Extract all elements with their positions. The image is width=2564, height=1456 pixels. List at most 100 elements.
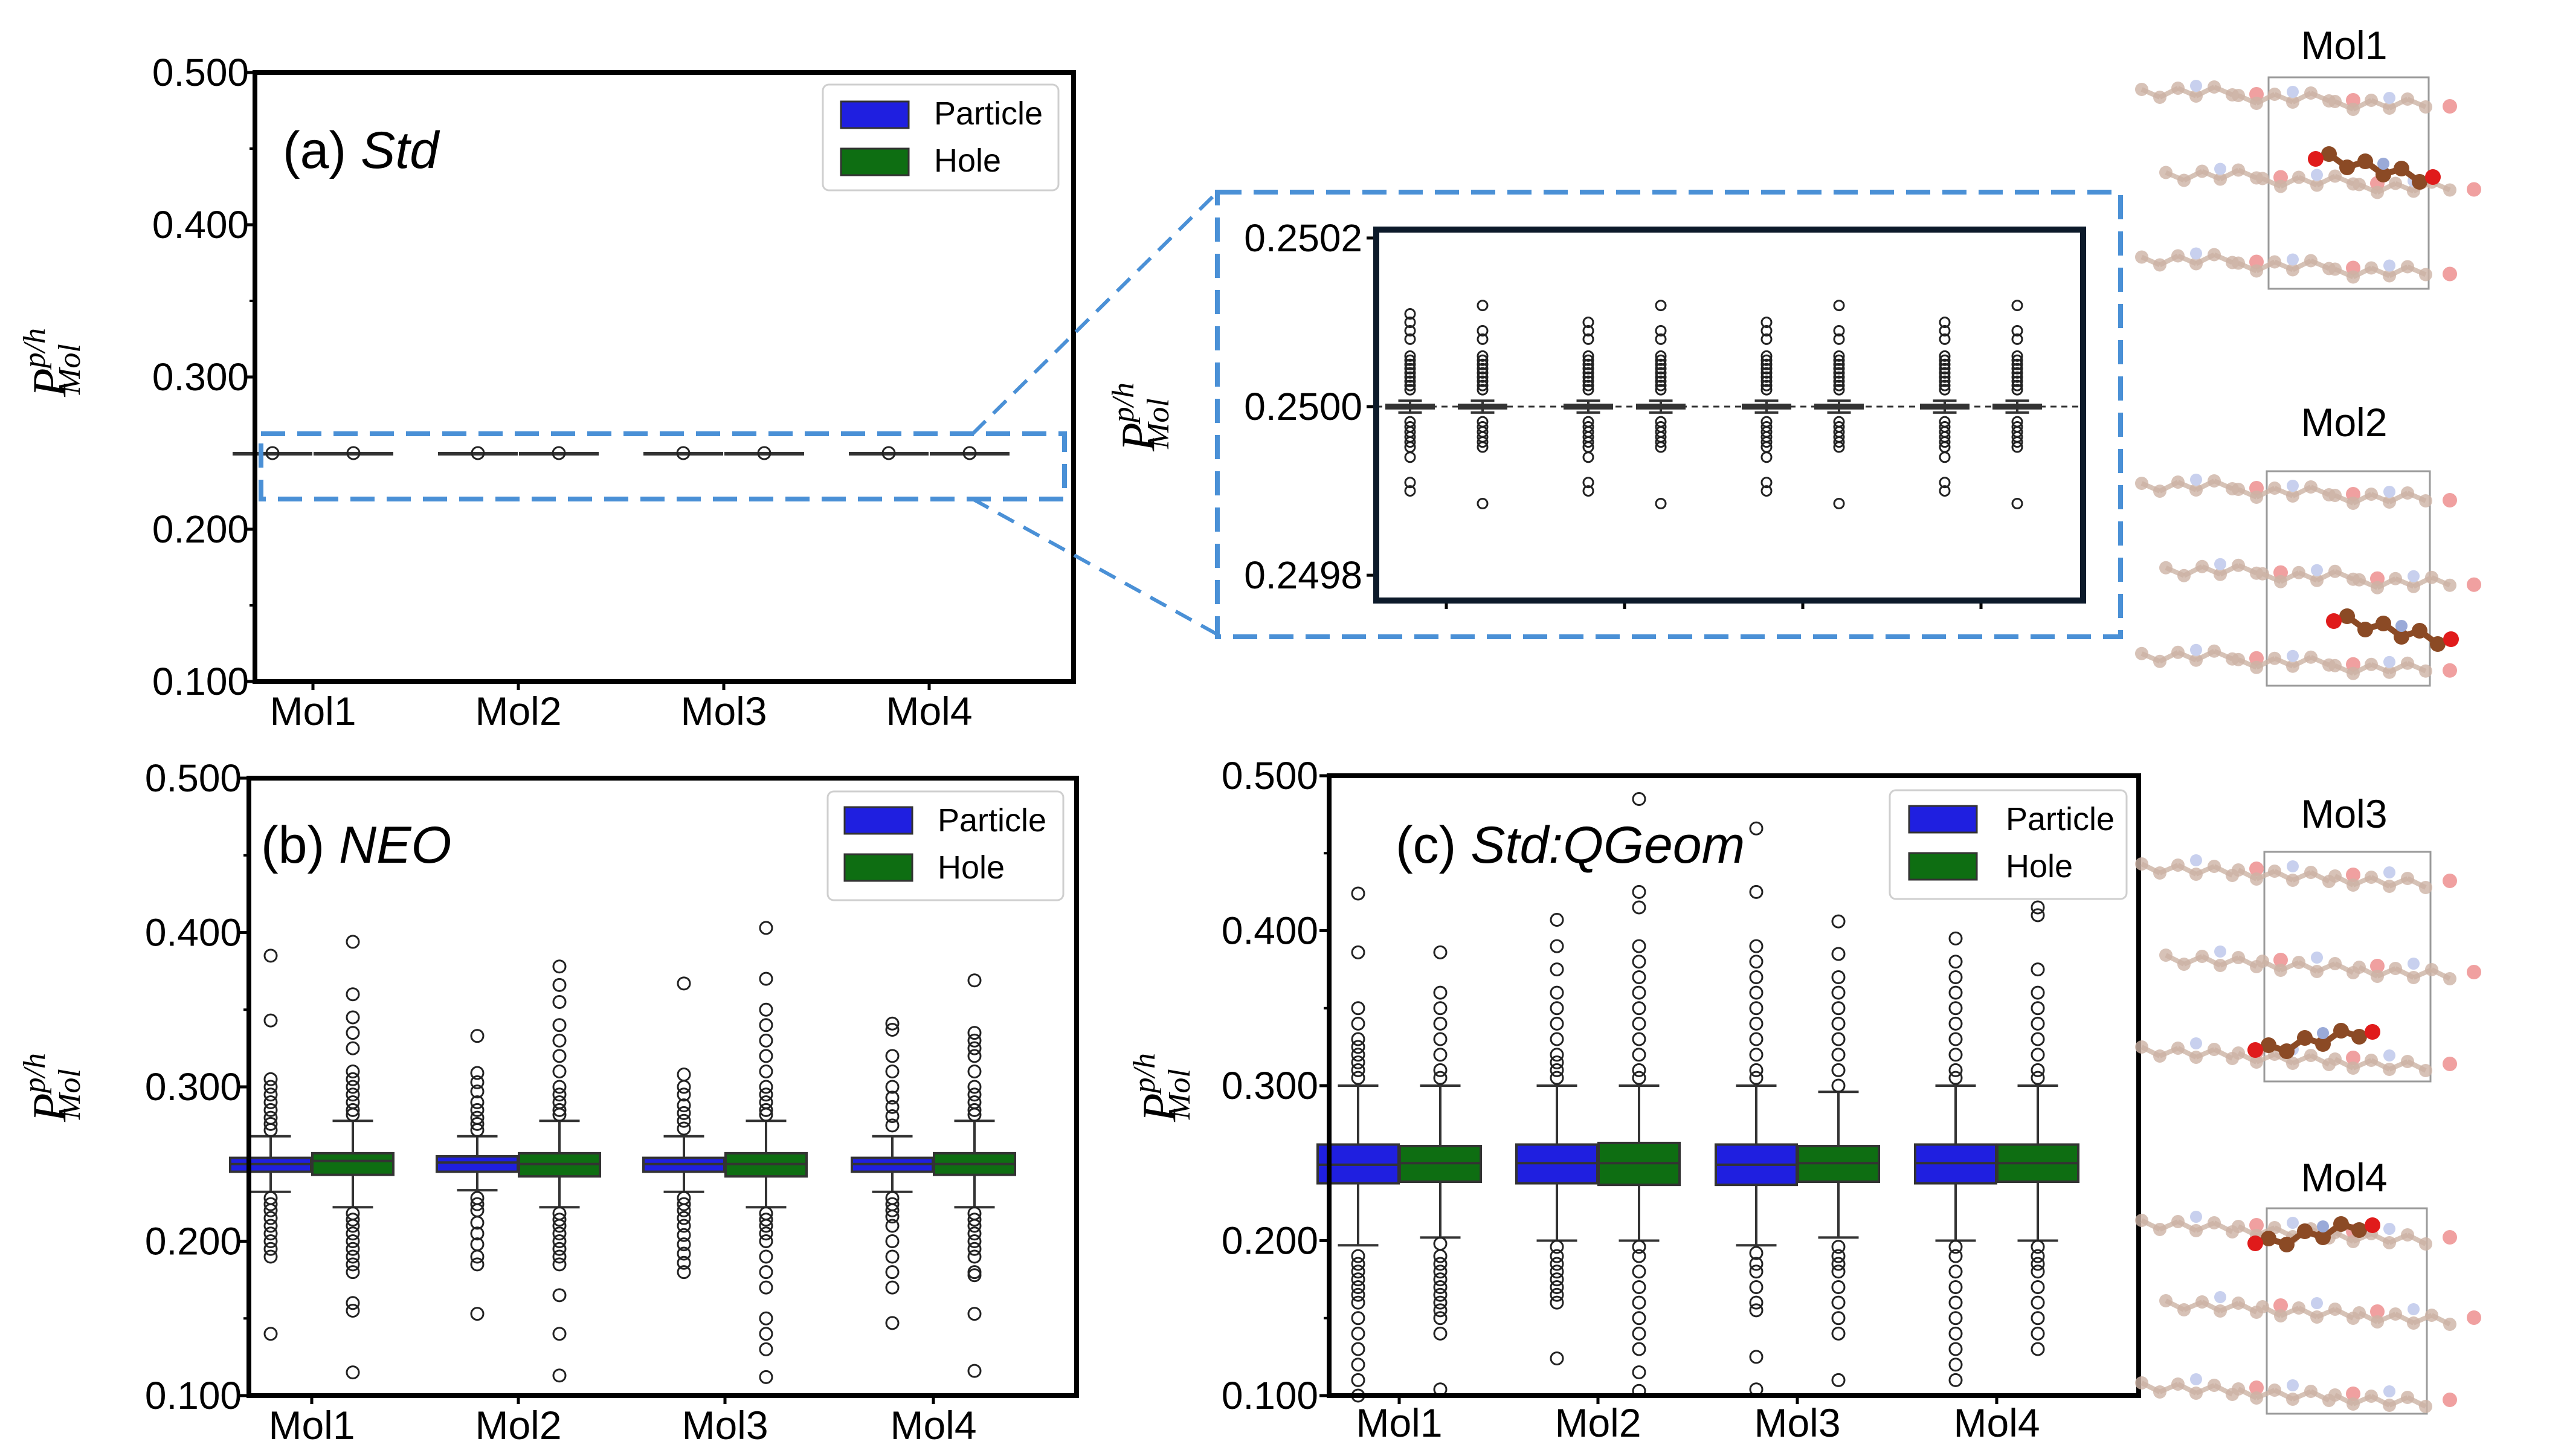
outlier-point: [2031, 1048, 2045, 1062]
outlier-point: [552, 1226, 567, 1241]
outlier-point: [1760, 324, 1773, 337]
bond-faded: [2140, 1380, 2161, 1394]
outlier-point: [1948, 1295, 1963, 1310]
bond-faded: [2334, 1057, 2354, 1071]
outlier-point: [552, 1064, 567, 1078]
outlier-point: [967, 1307, 982, 1321]
bond-faded: [2352, 662, 2372, 676]
outlier-point: [1939, 350, 1951, 362]
outlier-point: [885, 1118, 900, 1133]
bond-faded: [2213, 85, 2234, 97]
outlier-point: [2011, 333, 2023, 345]
nitrogen-faded: [2214, 558, 2226, 570]
nitrogen-atom: [2377, 158, 2389, 170]
box-particle-mol2: [1515, 913, 1599, 1365]
outlier-point: [1831, 947, 1846, 961]
outlier-point: [1632, 1311, 1646, 1326]
outlier-point: [677, 1237, 691, 1252]
outlier-point: [1632, 1249, 1646, 1263]
outlier-point: [1582, 354, 1594, 366]
outlier-point: [1433, 1257, 1448, 1271]
outlier-point: [2031, 1016, 2045, 1031]
bond-faded: [2255, 656, 2276, 670]
panel-c-y-axis-label: Pp/hMol: [1127, 1053, 1197, 1123]
outlier-point: [885, 1280, 900, 1295]
oxygen-faded: [2443, 874, 2457, 888]
outlier-point: [1833, 375, 1845, 387]
bond-faded: [2388, 1232, 2409, 1245]
outlier-point: [265, 446, 280, 460]
bond-faded: [2292, 258, 2312, 272]
bond-faded: [2219, 563, 2240, 577]
bond-faded: [2310, 485, 2330, 497]
bond-faded: [2183, 1300, 2203, 1312]
bond-faded: [2237, 868, 2258, 881]
box-particle-mol3: [642, 976, 726, 1280]
x-category-label: Mol3: [1754, 1400, 1840, 1445]
panel-a-frame: [253, 70, 1076, 684]
outlier-point: [1433, 1032, 1448, 1046]
bond-faded: [2370, 662, 2391, 675]
bond-faded: [2316, 1307, 2336, 1319]
outlier-point: [1632, 1063, 1646, 1077]
outlier-point: [346, 1365, 360, 1380]
outlier-point: [263, 1242, 278, 1256]
x-category-label: Mol1: [269, 689, 356, 733]
carbon-atom: [2333, 1216, 2349, 1232]
outlier-point: [1749, 955, 1764, 969]
outlier-point: [552, 1327, 567, 1341]
zoom-inset-plot-area: 0.2498 0.2500 0.2502: [1244, 216, 2083, 609]
outlier-point: [967, 1033, 982, 1048]
bond-faded: [2370, 1231, 2391, 1245]
bond-faded: [2159, 1382, 2179, 1394]
bond-faded: [2352, 1058, 2372, 1071]
legend-particle-label: Particle: [2006, 801, 2115, 837]
nitrogen-faded: [2287, 480, 2299, 492]
outlier-point: [759, 1033, 773, 1048]
outlier-point: [1404, 362, 1416, 375]
outlier-point: [1948, 1342, 1963, 1356]
outlier-point: [1833, 358, 1845, 370]
bond-faded: [2165, 953, 2185, 967]
bond-faded: [2406, 264, 2427, 277]
nitrogen-faded: [2190, 854, 2202, 866]
outlier-point: [677, 1219, 691, 1233]
bond-faded: [2358, 965, 2379, 979]
outlier-point: [346, 1242, 360, 1256]
box-particle-mol3: [643, 446, 723, 460]
bond-faded: [2195, 1220, 2215, 1233]
bond-faded: [2237, 167, 2258, 181]
oxygen-faded: [2249, 1380, 2264, 1395]
bond-faded: [2213, 864, 2234, 878]
outlier-point: [470, 1307, 485, 1321]
outlier-point: [1948, 1063, 1963, 1077]
outlier-point: [1749, 1048, 1764, 1062]
outlier-point: [759, 1049, 773, 1063]
box-particle-mol4: [849, 446, 929, 460]
oxygen-faded: [2443, 99, 2457, 114]
bond-faded: [2394, 966, 2415, 980]
bond-faded: [2177, 86, 2197, 98]
outlier-point: [759, 1213, 773, 1227]
outlier-point: [552, 1368, 567, 1383]
outlier-point: [346, 1087, 360, 1102]
y-tick-label: 0.300: [1222, 1064, 1318, 1107]
outlier-point: [885, 1049, 900, 1063]
bond-faded: [2376, 181, 2397, 195]
outlier-point: [470, 1226, 485, 1241]
oxygen-faded: [2346, 868, 2360, 882]
outlier-point: [885, 1249, 900, 1264]
outlier-point: [346, 1219, 360, 1233]
outlier-point: [1582, 324, 1594, 337]
outlier-point: [967, 1026, 982, 1040]
bond-faded: [2177, 1046, 2197, 1060]
outlier-point: [1582, 436, 1594, 448]
carbon-atom: [2394, 629, 2409, 645]
nitrogen-faded: [2408, 1303, 2420, 1315]
legend-hole-swatch: [1908, 852, 1978, 881]
legend-hole-label: Hole: [934, 143, 1001, 179]
legend-particle-swatch: [843, 806, 913, 835]
outlier-point: [1749, 1071, 1764, 1085]
outlier-point: [346, 1064, 360, 1078]
outlier-point: [759, 1280, 773, 1295]
